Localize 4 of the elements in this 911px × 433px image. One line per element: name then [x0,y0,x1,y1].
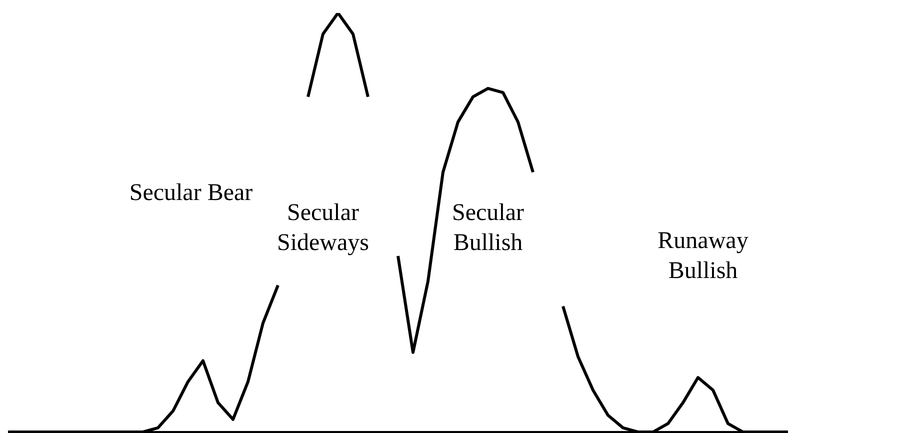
annotation: Runaway Bullish [656,227,750,286]
annotation: Secular Sideways [276,199,370,258]
annotation: Secular Bear [128,179,254,208]
annotation: Secular Bullish [451,199,525,258]
